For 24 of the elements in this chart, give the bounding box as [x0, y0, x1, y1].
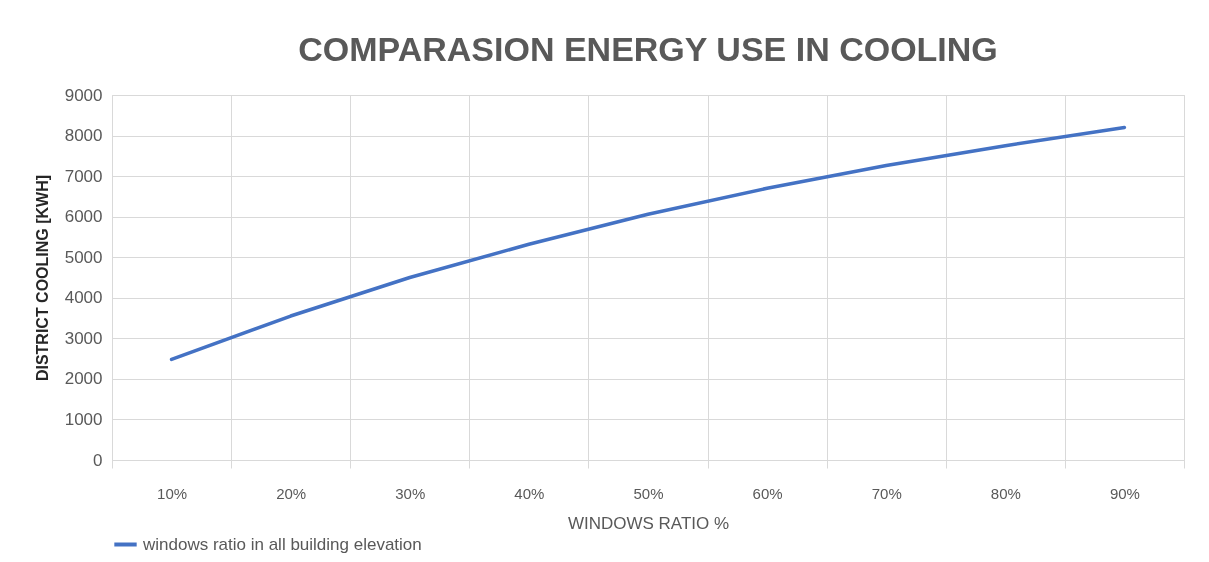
y-tick-label: 6000	[64, 207, 103, 227]
y-tick-label: 8000	[64, 126, 103, 146]
y-tick-label: 5000	[64, 247, 103, 267]
line-series	[169, 125, 1127, 362]
x-tick-label: 90%	[1109, 484, 1140, 502]
x-tick-label: 80%	[990, 484, 1021, 502]
y-tick-label: 3000	[64, 328, 103, 348]
y-tick-label: 4000	[64, 288, 103, 308]
x-tick-label: 60%	[752, 484, 783, 502]
y-tick-label: 7000	[64, 166, 103, 186]
y-tick-label: 0	[93, 450, 103, 470]
x-tick-label: 70%	[871, 484, 902, 502]
x-tick-label: 10%	[157, 484, 188, 502]
x-tick-label: 30%	[395, 484, 426, 502]
x-tick-label: 50%	[633, 484, 664, 502]
y-tick-label: 2000	[64, 369, 103, 389]
y-axis-title: DISTRICT COOLING [KWH]	[33, 174, 51, 382]
chart-title: COMPARASION ENERGY USE IN COOLING	[298, 30, 998, 68]
legend-label: windows ratio in all building elevation	[142, 534, 422, 554]
x-axis-title: WINDOWS RATIO %	[567, 513, 730, 533]
x-tick-label: 20%	[276, 484, 307, 502]
x-tick-label: 40%	[514, 484, 545, 502]
y-tick-label: 1000	[64, 409, 103, 429]
y-tick-label: 9000	[64, 85, 103, 105]
